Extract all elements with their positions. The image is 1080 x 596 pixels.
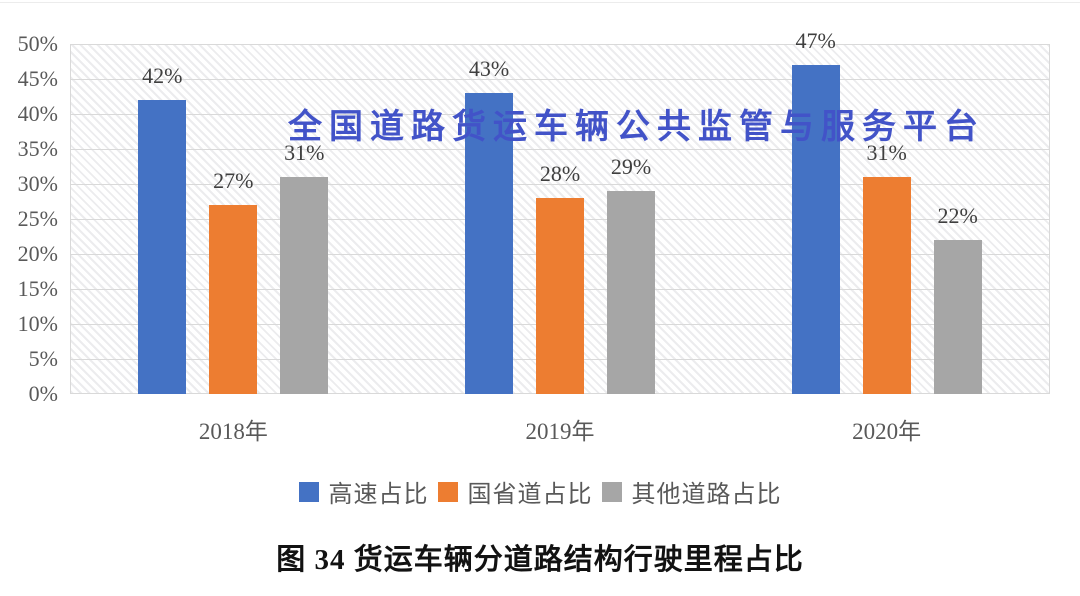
- y-axis-tick-label: 40%: [17, 101, 58, 126]
- legend-item: 其他道路占比: [601, 474, 782, 509]
- legend-swatch-icon: [601, 481, 622, 502]
- bar-value-label: 47%: [795, 28, 836, 53]
- y-axis-tick-label: 15%: [17, 276, 58, 301]
- bar-国省道占比-2018年: [209, 205, 258, 394]
- bar-value-label: 29%: [610, 154, 652, 179]
- bar-高速占比-2018年: [138, 100, 187, 394]
- bar-高速占比-2020年: [791, 65, 840, 394]
- x-axis-category-label: 2020年: [852, 419, 922, 444]
- image-top-border: [0, 2, 1080, 3]
- gridline: [70, 114, 1050, 115]
- y-axis-tick-label: 5%: [28, 346, 58, 371]
- bar-其他道路占比-2020年: [933, 240, 982, 394]
- y-axis-tick-label: 45%: [17, 66, 58, 91]
- legend-item: 国省道占比: [437, 474, 593, 509]
- y-axis-tick-label: 0%: [28, 381, 58, 406]
- legend-item-label: 国省道占比: [467, 482, 593, 508]
- gridline: [70, 149, 1050, 150]
- bar-其他道路占比-2018年: [280, 177, 329, 394]
- x-axis-category-label: 2018年: [198, 419, 268, 444]
- gridline: [70, 79, 1050, 80]
- chart-title: 图 34 货运车辆分道路结构行驶里程占比: [276, 544, 804, 576]
- y-axis-tick-label: 50%: [17, 31, 58, 56]
- y-axis-tick-label: 20%: [17, 241, 58, 266]
- bar-高速占比-2019年: [465, 93, 513, 394]
- bar-value-label: 42%: [142, 63, 183, 88]
- y-axis-tick-label: 10%: [17, 311, 58, 336]
- legend-item-label: 高速占比: [328, 482, 429, 508]
- y-axis-tick-label: 30%: [17, 171, 58, 196]
- bar-国省道占比-2019年: [536, 198, 584, 394]
- legend-item: 高速占比: [298, 474, 429, 509]
- legend-swatch-icon: [298, 481, 319, 502]
- bar-其他道路占比-2019年: [607, 191, 655, 394]
- bar-value-label: 43%: [468, 56, 510, 81]
- bar-value-label: 22%: [937, 203, 978, 228]
- bar-value-label: 31%: [866, 140, 907, 165]
- x-axis-category-label: 2019年: [525, 419, 595, 444]
- legend-swatch-icon: [437, 481, 458, 502]
- bar-国省道占比-2020年: [862, 177, 911, 394]
- bar-value-label: 31%: [284, 140, 325, 165]
- y-axis-tick-label: 35%: [17, 136, 58, 161]
- bar-value-label: 28%: [539, 161, 581, 186]
- gridline: [70, 184, 1050, 185]
- legend-item-label: 其他道路占比: [631, 482, 782, 508]
- y-axis-tick-label: 25%: [17, 206, 58, 231]
- watermark-text: 全国道路货运车辆公共监管与服务平台: [288, 108, 985, 146]
- bar-value-label: 27%: [213, 168, 254, 193]
- legend: 高速占比 国省道占比 其他道路占比: [0, 474, 1080, 509]
